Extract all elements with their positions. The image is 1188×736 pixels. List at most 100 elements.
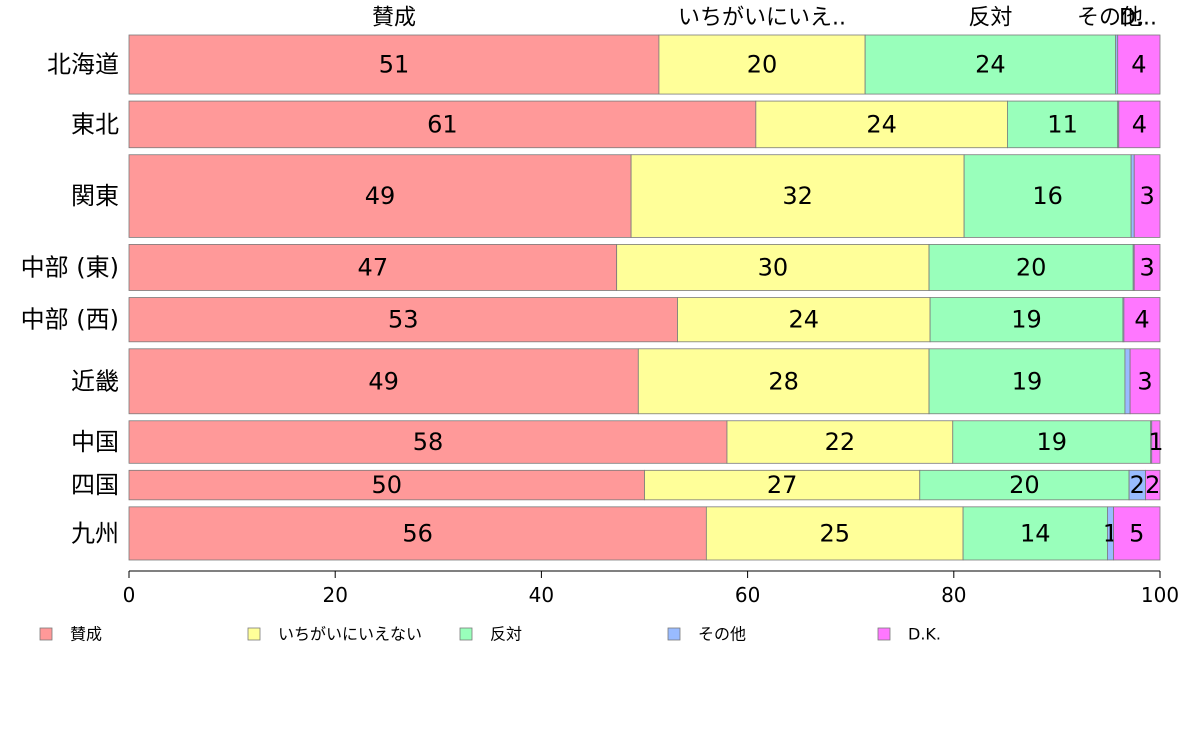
data-label: 19	[1011, 306, 1042, 334]
data-label: 2	[1130, 471, 1145, 499]
data-label: 47	[358, 253, 389, 281]
bar-segment	[128, 469, 645, 501]
category-label: 中部 (西)	[21, 306, 119, 334]
data-label: 28	[768, 367, 799, 395]
data-label: 56	[402, 519, 433, 547]
bar-segment	[705, 506, 964, 561]
bar-segment	[864, 34, 1117, 95]
bar-segment	[1118, 100, 1161, 149]
bar-segment	[726, 420, 954, 464]
data-label: 24	[866, 110, 897, 138]
x-tick-label: 60	[735, 583, 760, 607]
bar-segment	[1129, 348, 1161, 415]
legend-label: 賛成	[70, 625, 102, 644]
data-label: 3	[1139, 253, 1154, 281]
bar-segment	[1151, 420, 1161, 464]
bar-segment	[1133, 244, 1161, 291]
data-label: 49	[368, 367, 399, 395]
bar-segment	[1124, 348, 1131, 415]
x-tick-label: 100	[1141, 583, 1179, 607]
bar-segment	[1123, 297, 1161, 343]
bar-segment	[755, 100, 1008, 149]
bar-segment	[630, 154, 965, 238]
data-label: 1	[1148, 428, 1163, 456]
data-label: 49	[365, 182, 396, 210]
legend-swatch	[39, 627, 53, 641]
x-axis: 0 20 40 60 80 100	[123, 570, 1179, 607]
legend-label: D.K.	[908, 625, 941, 644]
bar-segment	[1007, 100, 1119, 149]
bar-segment	[677, 297, 931, 343]
bar-segment	[928, 348, 1126, 415]
legend-label: いちがいにいえない	[278, 625, 422, 644]
bar-segment	[952, 420, 1152, 464]
category-label: 九州	[71, 519, 119, 547]
category-label: 近畿	[71, 367, 119, 395]
bar-segment	[1113, 506, 1161, 561]
bar-segment	[128, 34, 660, 95]
bar-segment	[928, 244, 1134, 291]
bar-segment	[963, 154, 1132, 238]
data-label: 3	[1137, 367, 1152, 395]
data-label: 24	[975, 51, 1006, 79]
data-label: 11	[1047, 110, 1078, 138]
data-label: 16	[1032, 182, 1063, 210]
data-label: 3	[1139, 182, 1154, 210]
bar-segment	[128, 420, 728, 464]
legend-swatch	[667, 627, 681, 641]
bar-segment	[616, 244, 930, 291]
bar-segment	[128, 244, 618, 291]
bars: 51 20 24 461 24 11 449 32 16 347 30 20 353 24 19 449 28 1…	[128, 34, 1164, 561]
legend-swatch	[459, 627, 473, 641]
data-label: 20	[747, 51, 778, 79]
data-label: 24	[789, 306, 820, 334]
column-header: D...	[1119, 6, 1157, 31]
data-label: 4	[1134, 306, 1149, 334]
category-label: 四国	[71, 471, 119, 499]
legend-swatch	[877, 627, 891, 641]
data-label: 2	[1145, 471, 1160, 499]
column-header: 賛成	[372, 6, 416, 31]
data-label: 22	[825, 428, 856, 456]
category-label: 関東	[71, 182, 119, 210]
legend-swatch	[247, 627, 261, 641]
data-label: 32	[782, 182, 813, 210]
category-label: 北海道	[47, 51, 119, 79]
data-label: 50	[371, 471, 402, 499]
x-tick-label: 0	[123, 583, 136, 607]
bar-segment	[658, 34, 866, 95]
data-label: 20	[1016, 253, 1047, 281]
bar-segment	[128, 348, 639, 415]
bar-segment	[128, 506, 707, 561]
category-label: 中国	[71, 428, 119, 456]
data-label: 19	[1012, 367, 1043, 395]
x-tick-label: 80	[941, 583, 966, 607]
data-label: 20	[1009, 471, 1040, 499]
bar-segment	[1117, 34, 1161, 95]
legend: 賛成 いちがいにいえない 反対 その他 D.K.	[39, 625, 941, 644]
bar-segment	[637, 348, 930, 415]
data-label: 4	[1132, 110, 1147, 138]
legend-label: 反対	[490, 625, 522, 644]
column-header: いちがいにいえ..	[678, 6, 846, 31]
data-label: 27	[767, 471, 798, 499]
bar-segment	[1130, 154, 1135, 238]
bar-segment	[128, 154, 632, 238]
data-label: 58	[413, 428, 444, 456]
column-header: 反対	[968, 6, 1012, 31]
bar-segment	[962, 506, 1108, 561]
data-label: 4	[1131, 51, 1146, 79]
bar-segment	[1133, 154, 1161, 238]
data-label: 25	[819, 519, 850, 547]
data-label: 30	[758, 253, 789, 281]
category-label: 中部 (東)	[21, 253, 119, 281]
bar-segment	[1145, 469, 1161, 501]
bar-segment	[128, 100, 757, 149]
data-label: 19	[1036, 428, 1067, 456]
legend-label: その他	[698, 625, 746, 644]
data-label: 14	[1020, 519, 1051, 547]
data-label: 51	[379, 51, 410, 79]
bar-segment	[128, 297, 678, 343]
